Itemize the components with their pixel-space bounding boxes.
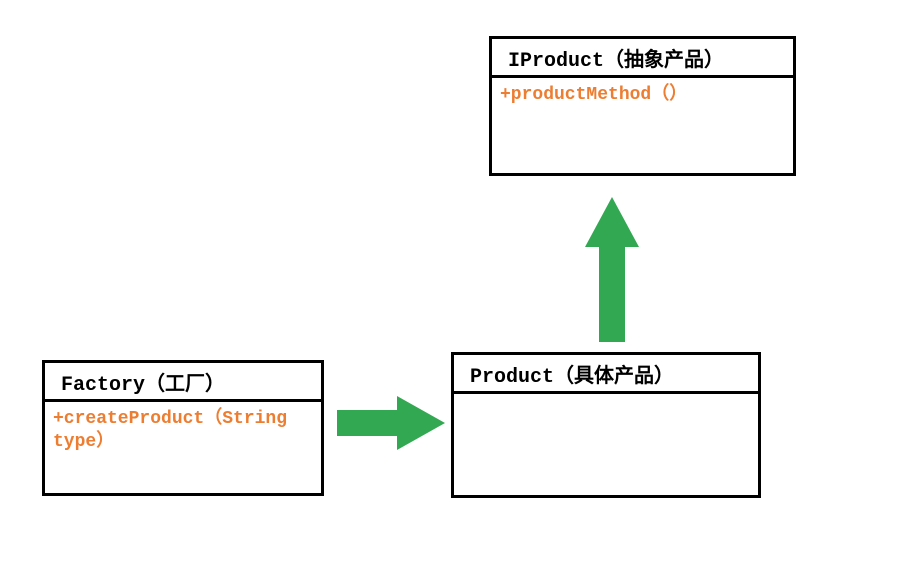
arrow-up-icon	[577, 192, 647, 342]
arrow-right-icon	[337, 388, 447, 458]
class-methods: +productMethod（）	[492, 78, 793, 138]
class-title: Factory（工厂）	[45, 363, 321, 402]
class-methods: +createProduct（String type）	[45, 402, 321, 462]
uml-class-iproduct: IProduct（抽象产品） +productMethod（）	[489, 36, 796, 176]
class-title: Product（具体产品）	[454, 355, 758, 394]
class-methods	[454, 394, 758, 454]
uml-class-product: Product（具体产品）	[451, 352, 761, 498]
class-title: IProduct（抽象产品）	[492, 39, 793, 78]
uml-class-factory: Factory（工厂） +createProduct（String type）	[42, 360, 324, 496]
